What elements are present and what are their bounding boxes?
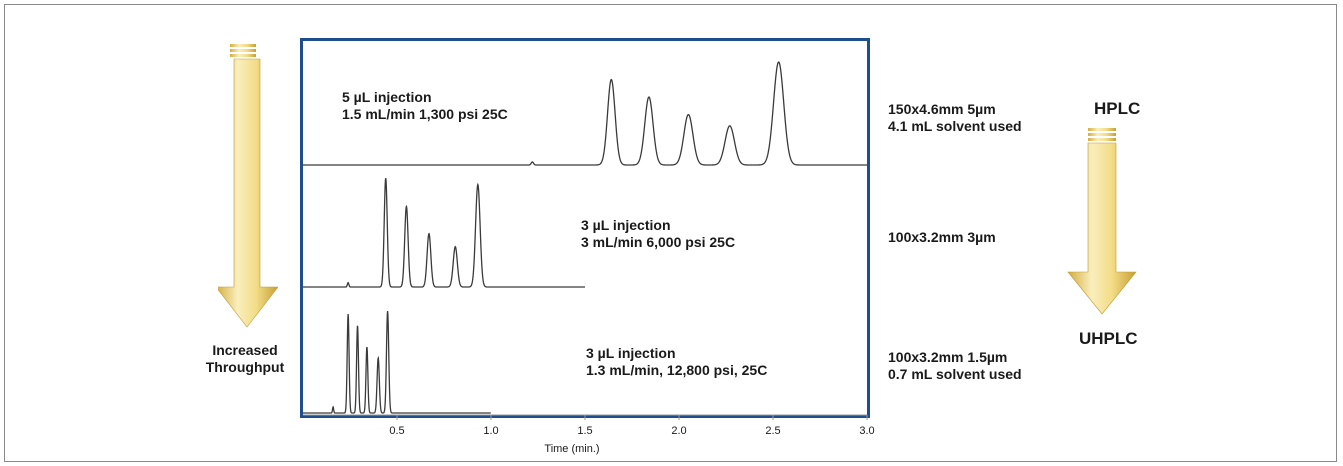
run2-column: 100x3.2mm 3µm [888,229,996,245]
x-tick-label: 2.0 [671,425,686,437]
increased-throughput-arrow-icon [218,44,278,328]
run3-conditions: 1.3 mL/min, 12,800 psi, 25C [586,362,768,378]
x-tick-label: 1.5 [577,425,592,437]
hplc-label: HPLC [1094,99,1141,118]
hplc-to-uhplc-arrow-icon [1067,128,1137,315]
x-tick-label: 1.0 [483,425,498,437]
increased-label: Increased [212,342,278,358]
x-tick-label: 3.0 [859,425,874,437]
chromatogram-trace-3 [303,310,491,414]
chromatogram-trace-1 [303,61,867,166]
chromatogram-chart: 0.5 1.0 1.5 2.0 2.5 3.0 Time (min.) [300,38,875,455]
run3-column: 100x3.2mm 1.5µm [888,349,1008,365]
throughput-label: Throughput [205,359,285,375]
run2-injection: 3 µL injection [581,217,671,233]
run3-injection: 3 µL injection [586,345,676,361]
figure-frame [4,4,1337,462]
run1-conditions: 1.5 mL/min 1,300 psi 25C [342,106,508,122]
run2-conditions: 3 mL/min 6,000 psi 25C [581,234,736,250]
x-tick-label: 2.5 [765,425,780,437]
x-tick-label: 0.5 [389,425,404,437]
run1-injection: 5 µL injection [342,89,432,105]
chromatogram-trace-2 [303,177,585,288]
run1-solvent: 4.1 mL solvent used [888,118,1022,134]
x-axis-label: Time (min.) [544,443,599,455]
chromatogram-traces [303,61,867,414]
run3-solvent: 0.7 mL solvent used [888,366,1022,382]
run1-column: 150x4.6mm 5µm [888,101,996,117]
uhplc-label: UHPLC [1079,329,1138,348]
x-axis-ticks: 0.5 1.0 1.5 2.0 2.5 3.0 [389,415,875,437]
